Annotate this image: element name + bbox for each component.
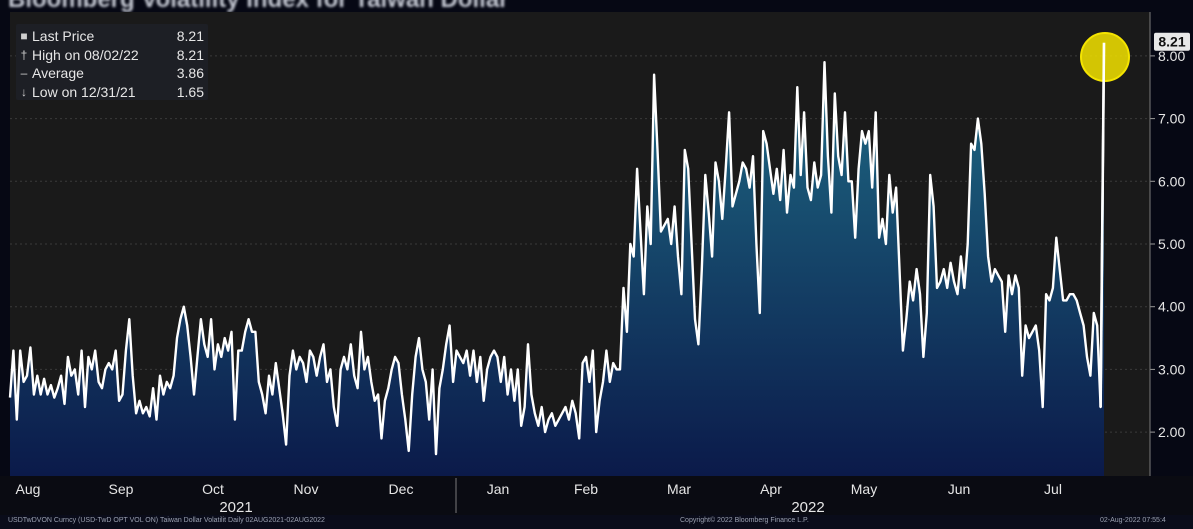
x-year-label: 2021 bbox=[219, 499, 252, 515]
overlay-layer: 8.21 bbox=[1080, 32, 1190, 408]
legend-value: 8.21 bbox=[176, 46, 204, 63]
x-month-label: Apr bbox=[760, 481, 782, 497]
x-month-label: Dec bbox=[389, 481, 414, 497]
footer-timestamp-text: 02-Aug-2022 07:55:4 bbox=[1100, 517, 1166, 524]
y-tick-label: 5.00 bbox=[1158, 236, 1185, 252]
down-arrow-icon: ↓ bbox=[21, 84, 27, 99]
y-tick-label: 2.00 bbox=[1158, 424, 1185, 440]
footer-strip: USDTwDVON Curncy (USD-TwD OPT VOL ON) Ta… bbox=[0, 515, 1193, 529]
x-month-label: Aug bbox=[16, 481, 41, 497]
footer-ticker-text: USDTwDVON Curncy (USD-TwD OPT VOL ON) Ta… bbox=[8, 517, 325, 524]
legend-label: Last Price bbox=[32, 28, 95, 44]
legend-label: Average bbox=[32, 65, 84, 81]
legend-row-high: † High on 08/02/22 8.21 bbox=[20, 46, 204, 65]
y-tick-label: 3.00 bbox=[1158, 361, 1185, 377]
high-marker-icon: † bbox=[20, 47, 28, 62]
x-month-label: Jun bbox=[948, 481, 971, 497]
series-line bbox=[8, 42, 1106, 456]
y-tick-label: 4.00 bbox=[1158, 299, 1185, 315]
x-month-label: Jul bbox=[1044, 481, 1062, 497]
legend-label: Low on 12/31/21 bbox=[32, 83, 136, 100]
legend-value: 8.21 bbox=[176, 28, 204, 44]
series-area bbox=[10, 42, 1104, 476]
last-price-tag bbox=[1154, 32, 1190, 51]
chart-title-text: Bloomberg Volatility Index for Taiwan Do… bbox=[8, 0, 509, 12]
square-icon: ■ bbox=[20, 29, 28, 43]
legend-value: 1.65 bbox=[176, 83, 204, 100]
series-line-last-segment bbox=[1099, 42, 1106, 408]
legend-row-average: – Average 3.86 bbox=[20, 64, 204, 83]
legend-row-low: ↓ Low on 12/31/21 1.65 bbox=[20, 83, 204, 102]
y-axis: 2.00 3.00 4.00 5.00 6.00 7.00 8.00 bbox=[1149, 12, 1185, 476]
x-month-label: Mar bbox=[667, 481, 691, 497]
series-layer bbox=[8, 42, 1106, 476]
y-tick-label: 8.00 bbox=[1158, 48, 1185, 64]
x-axis: Aug Sep Oct Nov Dec Jan Feb Mar Apr May Jun Jul 2021… bbox=[0, 476, 1193, 515]
last-price-tag-label: 8.21 bbox=[1158, 34, 1185, 50]
x-month-label: Sep bbox=[109, 481, 134, 497]
x-month-label: Jan bbox=[487, 481, 510, 497]
legend-box: ■ Last Price 8.21 † High on 08/02/22 8.21 … bbox=[16, 24, 208, 100]
dash-icon: – bbox=[20, 66, 28, 80]
x-month-label: Feb bbox=[574, 481, 598, 497]
x-year-label: 2022 bbox=[791, 499, 824, 515]
legend-row-last-price: ■ Last Price 8.21 bbox=[20, 27, 204, 46]
x-axis-band bbox=[0, 476, 1193, 515]
y-tick-label: 6.00 bbox=[1158, 173, 1185, 189]
x-month-label: Nov bbox=[294, 481, 319, 497]
x-month-label: May bbox=[851, 481, 877, 497]
y-tick-label: 7.00 bbox=[1158, 111, 1185, 127]
legend-label: High on 08/02/22 bbox=[32, 46, 139, 63]
footer-copyright-text: Copyright© 2022 Bloomberg Finance L.P. bbox=[680, 517, 809, 524]
x-month-label: Oct bbox=[202, 481, 224, 497]
chart-title: Bloomberg Volatility Index for Taiwan Do… bbox=[0, 0, 1193, 12]
legend-value: 3.86 bbox=[176, 65, 204, 81]
